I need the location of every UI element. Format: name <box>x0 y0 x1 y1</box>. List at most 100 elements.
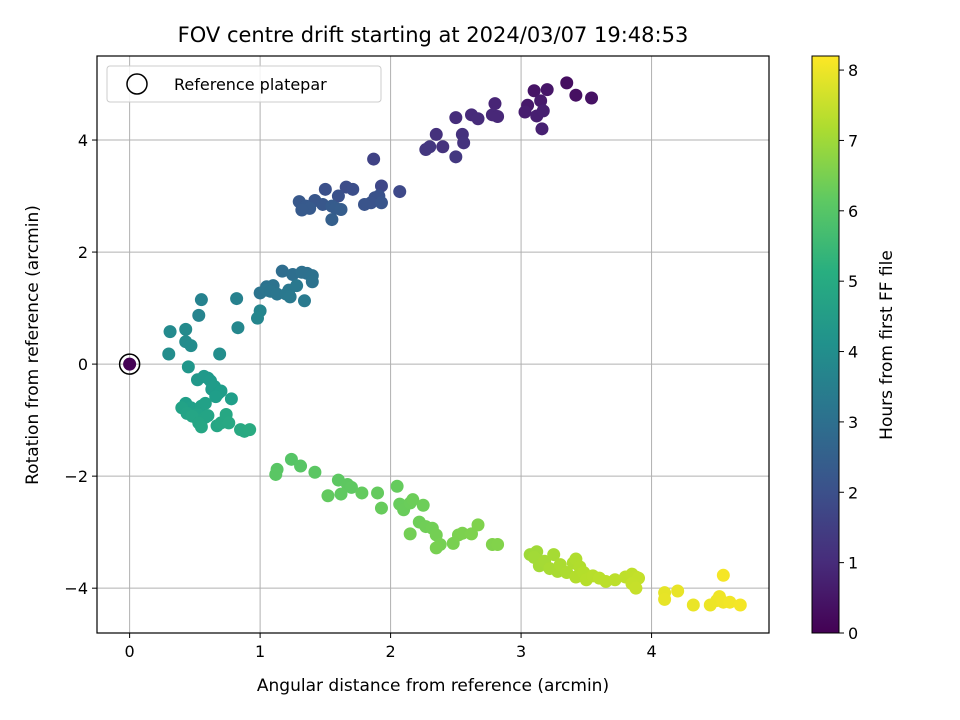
colorbar-tick-label: 0 <box>848 624 858 643</box>
data-point <box>534 94 548 108</box>
data-point <box>295 203 309 217</box>
data-point <box>491 110 505 124</box>
data-point <box>471 518 485 532</box>
data-point <box>464 527 478 541</box>
data-point <box>560 76 574 90</box>
data-point <box>269 467 283 481</box>
y-tick-label: −4 <box>64 579 88 598</box>
data-point <box>374 179 388 193</box>
data-point <box>346 182 360 196</box>
data-point <box>305 275 319 289</box>
data-point <box>569 88 583 102</box>
data-point <box>231 321 245 335</box>
data-point <box>321 489 335 503</box>
data-point <box>123 357 137 371</box>
x-tick-label: 3 <box>516 642 526 661</box>
data-point <box>527 84 541 98</box>
y-axis-ticks: −4 −2 0 2 4 <box>64 131 97 598</box>
x-axis-label: Angular distance from reference (arcmin) <box>257 676 609 696</box>
data-point <box>325 213 339 227</box>
data-point <box>536 104 550 118</box>
chart-title: FOV centre drift starting at 2024/03/07 … <box>178 23 689 47</box>
data-point <box>436 140 450 154</box>
x-tick-label: 0 <box>125 642 135 661</box>
data-point <box>194 420 208 434</box>
data-point <box>357 197 371 211</box>
data-point <box>457 136 471 150</box>
colorbar-tick-label: 6 <box>848 202 858 221</box>
data-point <box>198 396 212 410</box>
data-point <box>163 325 177 339</box>
data-point <box>181 360 195 374</box>
data-point <box>334 202 348 216</box>
x-tick-label: 2 <box>385 642 395 661</box>
data-point <box>243 423 257 437</box>
data-point <box>449 111 463 125</box>
data-point <box>716 568 730 582</box>
data-point <box>201 409 215 423</box>
legend-marker <box>126 73 148 95</box>
data-point <box>547 548 561 562</box>
data-point <box>429 541 443 555</box>
data-point <box>162 347 176 361</box>
data-point <box>209 390 223 404</box>
data-point <box>294 459 308 473</box>
data-point <box>733 598 747 612</box>
data-point <box>284 452 298 466</box>
y-axis-label: Rotation from reference (arcmin) <box>23 205 43 485</box>
y-tick-label: 2 <box>78 243 88 262</box>
colorbar-label: Hours from first FF file <box>877 250 897 440</box>
data-point <box>403 527 417 541</box>
data-point <box>429 127 443 141</box>
colorbar-tick-label: 5 <box>848 272 858 291</box>
data-point <box>374 501 388 515</box>
colorbar: 0 1 2 3 4 5 6 7 8 Hours from first FF file <box>811 55 897 643</box>
data-point <box>374 196 388 210</box>
data-point <box>297 294 311 308</box>
data-point <box>331 189 345 203</box>
legend-box <box>106 65 382 103</box>
data-point <box>658 592 672 606</box>
data-point <box>344 480 358 494</box>
data-point <box>179 322 193 336</box>
data-point <box>224 392 238 406</box>
data-point <box>488 97 502 111</box>
x-tick-label: 4 <box>646 642 656 661</box>
data-point <box>355 486 369 500</box>
data-point <box>686 598 700 612</box>
scatter-points <box>118 76 747 612</box>
data-point <box>367 152 381 166</box>
data-point <box>230 292 244 306</box>
x-tick-label: 1 <box>255 642 265 661</box>
colorbar-tick-label: 8 <box>848 61 858 80</box>
data-point <box>449 150 463 164</box>
colorbar-tick-label: 4 <box>848 343 858 362</box>
x-axis-ticks: 0 1 2 3 4 <box>125 633 657 661</box>
data-point <box>371 486 385 500</box>
data-point <box>585 91 599 105</box>
y-tick-label: 4 <box>78 131 88 150</box>
data-point <box>416 498 430 512</box>
data-point <box>471 112 485 126</box>
data-point <box>184 339 198 353</box>
y-tick-label: 0 <box>78 355 88 374</box>
data-point <box>334 487 348 501</box>
data-point <box>629 581 643 595</box>
data-point <box>318 182 332 196</box>
data-point <box>423 140 437 154</box>
data-point <box>275 264 289 278</box>
colorbar-ticks: 0 1 2 3 4 5 6 7 8 <box>839 61 858 643</box>
legend-label: Reference platepar <box>174 75 327 94</box>
data-point <box>290 279 304 293</box>
data-point <box>283 290 297 304</box>
y-tick-label: −2 <box>64 467 88 486</box>
colorbar-tick-label: 2 <box>848 483 858 502</box>
data-point <box>608 573 622 587</box>
data-point <box>518 105 532 119</box>
colorbar-tick-label: 1 <box>848 554 858 573</box>
data-point <box>540 83 554 97</box>
data-point <box>194 293 208 307</box>
data-point <box>308 465 322 479</box>
legend: Reference platepar <box>106 65 382 103</box>
